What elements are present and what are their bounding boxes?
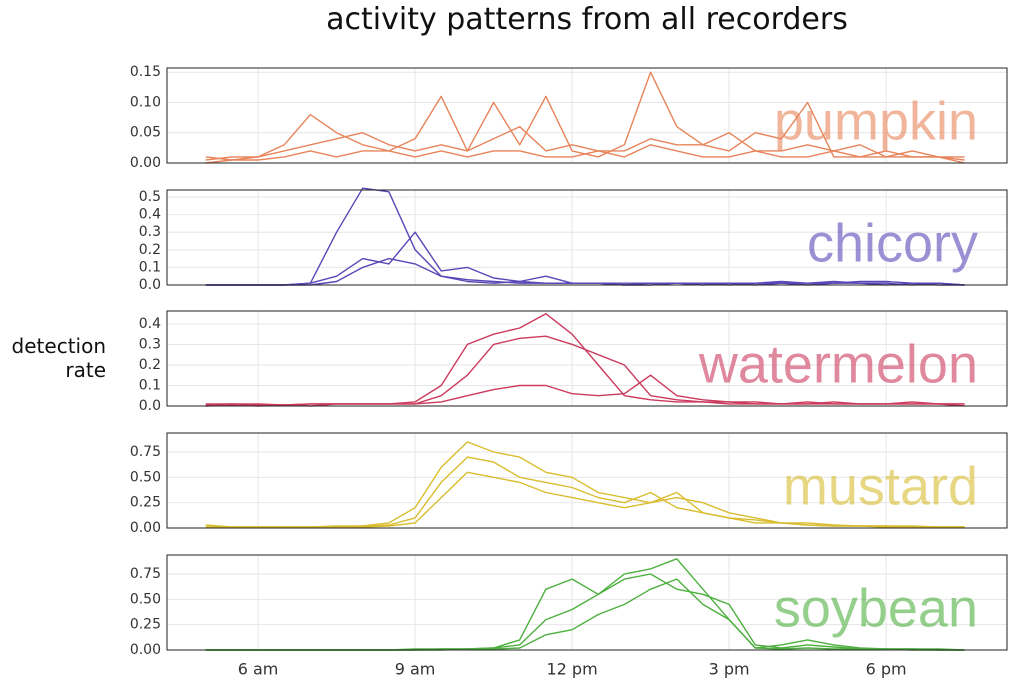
y-tick-label: 0.10: [130, 94, 161, 110]
series-line: [205, 144, 965, 164]
panel-label: mustard: [783, 456, 978, 516]
panel-label: pumpkin: [774, 91, 978, 151]
y-tick-label: 0.50: [130, 469, 161, 485]
y-tick-label: 0.75: [130, 444, 161, 460]
series-line: [205, 257, 965, 286]
y-tick-label: 0.25: [130, 617, 161, 633]
y-tick-label: 0.3: [139, 336, 161, 352]
panel-frame: [166, 310, 1008, 407]
y-tick-label: 0.00: [130, 520, 161, 536]
y-tick-label: 0.4: [139, 316, 161, 332]
y-tick-label: 0.75: [130, 566, 161, 582]
chart-title: activity patterns from all recorders: [326, 2, 848, 37]
y-tick-label: 0.25: [130, 495, 161, 511]
panel-label: soybean: [774, 578, 978, 638]
y-tick-label: 0.2: [139, 357, 161, 373]
panel-label: chicory: [807, 213, 978, 273]
y-tick-label: 0.05: [130, 125, 161, 141]
panel-frame: [166, 432, 1008, 529]
y-tick-label: 0.1: [139, 259, 161, 275]
y-tick-label: 0.1: [139, 377, 161, 393]
x-tick-label: 6 pm: [866, 660, 907, 679]
y-tick-label: 0.00: [130, 155, 161, 171]
series-line: [205, 126, 965, 161]
y-tick-label: 0.5: [139, 189, 161, 205]
y-tick-label: 0.00: [130, 642, 161, 658]
x-tick-label: 9 am: [395, 660, 436, 679]
y-tick-label: 0.0: [139, 277, 161, 293]
y-tick-label: 0.4: [139, 207, 161, 223]
series-line: [205, 471, 965, 528]
y-tick-label: 0.15: [130, 64, 161, 80]
x-tick-label: 3 pm: [709, 660, 750, 679]
series-line: [205, 374, 965, 407]
panel-frame: [166, 554, 1008, 651]
panel-label: watermelon: [698, 334, 978, 394]
y-tick-label: 0.2: [139, 242, 161, 258]
x-tick-label: 6 am: [238, 660, 279, 679]
x-tick-label: 12 pm: [546, 660, 597, 679]
panel-frame: [166, 189, 1008, 286]
y-axis-label: detection rate: [11, 334, 106, 382]
panel-frame: [166, 67, 1008, 164]
y-tick-label: 0.0: [139, 398, 161, 414]
y-tick-label: 0.50: [130, 591, 161, 607]
y-tick-label: 0.3: [139, 224, 161, 240]
